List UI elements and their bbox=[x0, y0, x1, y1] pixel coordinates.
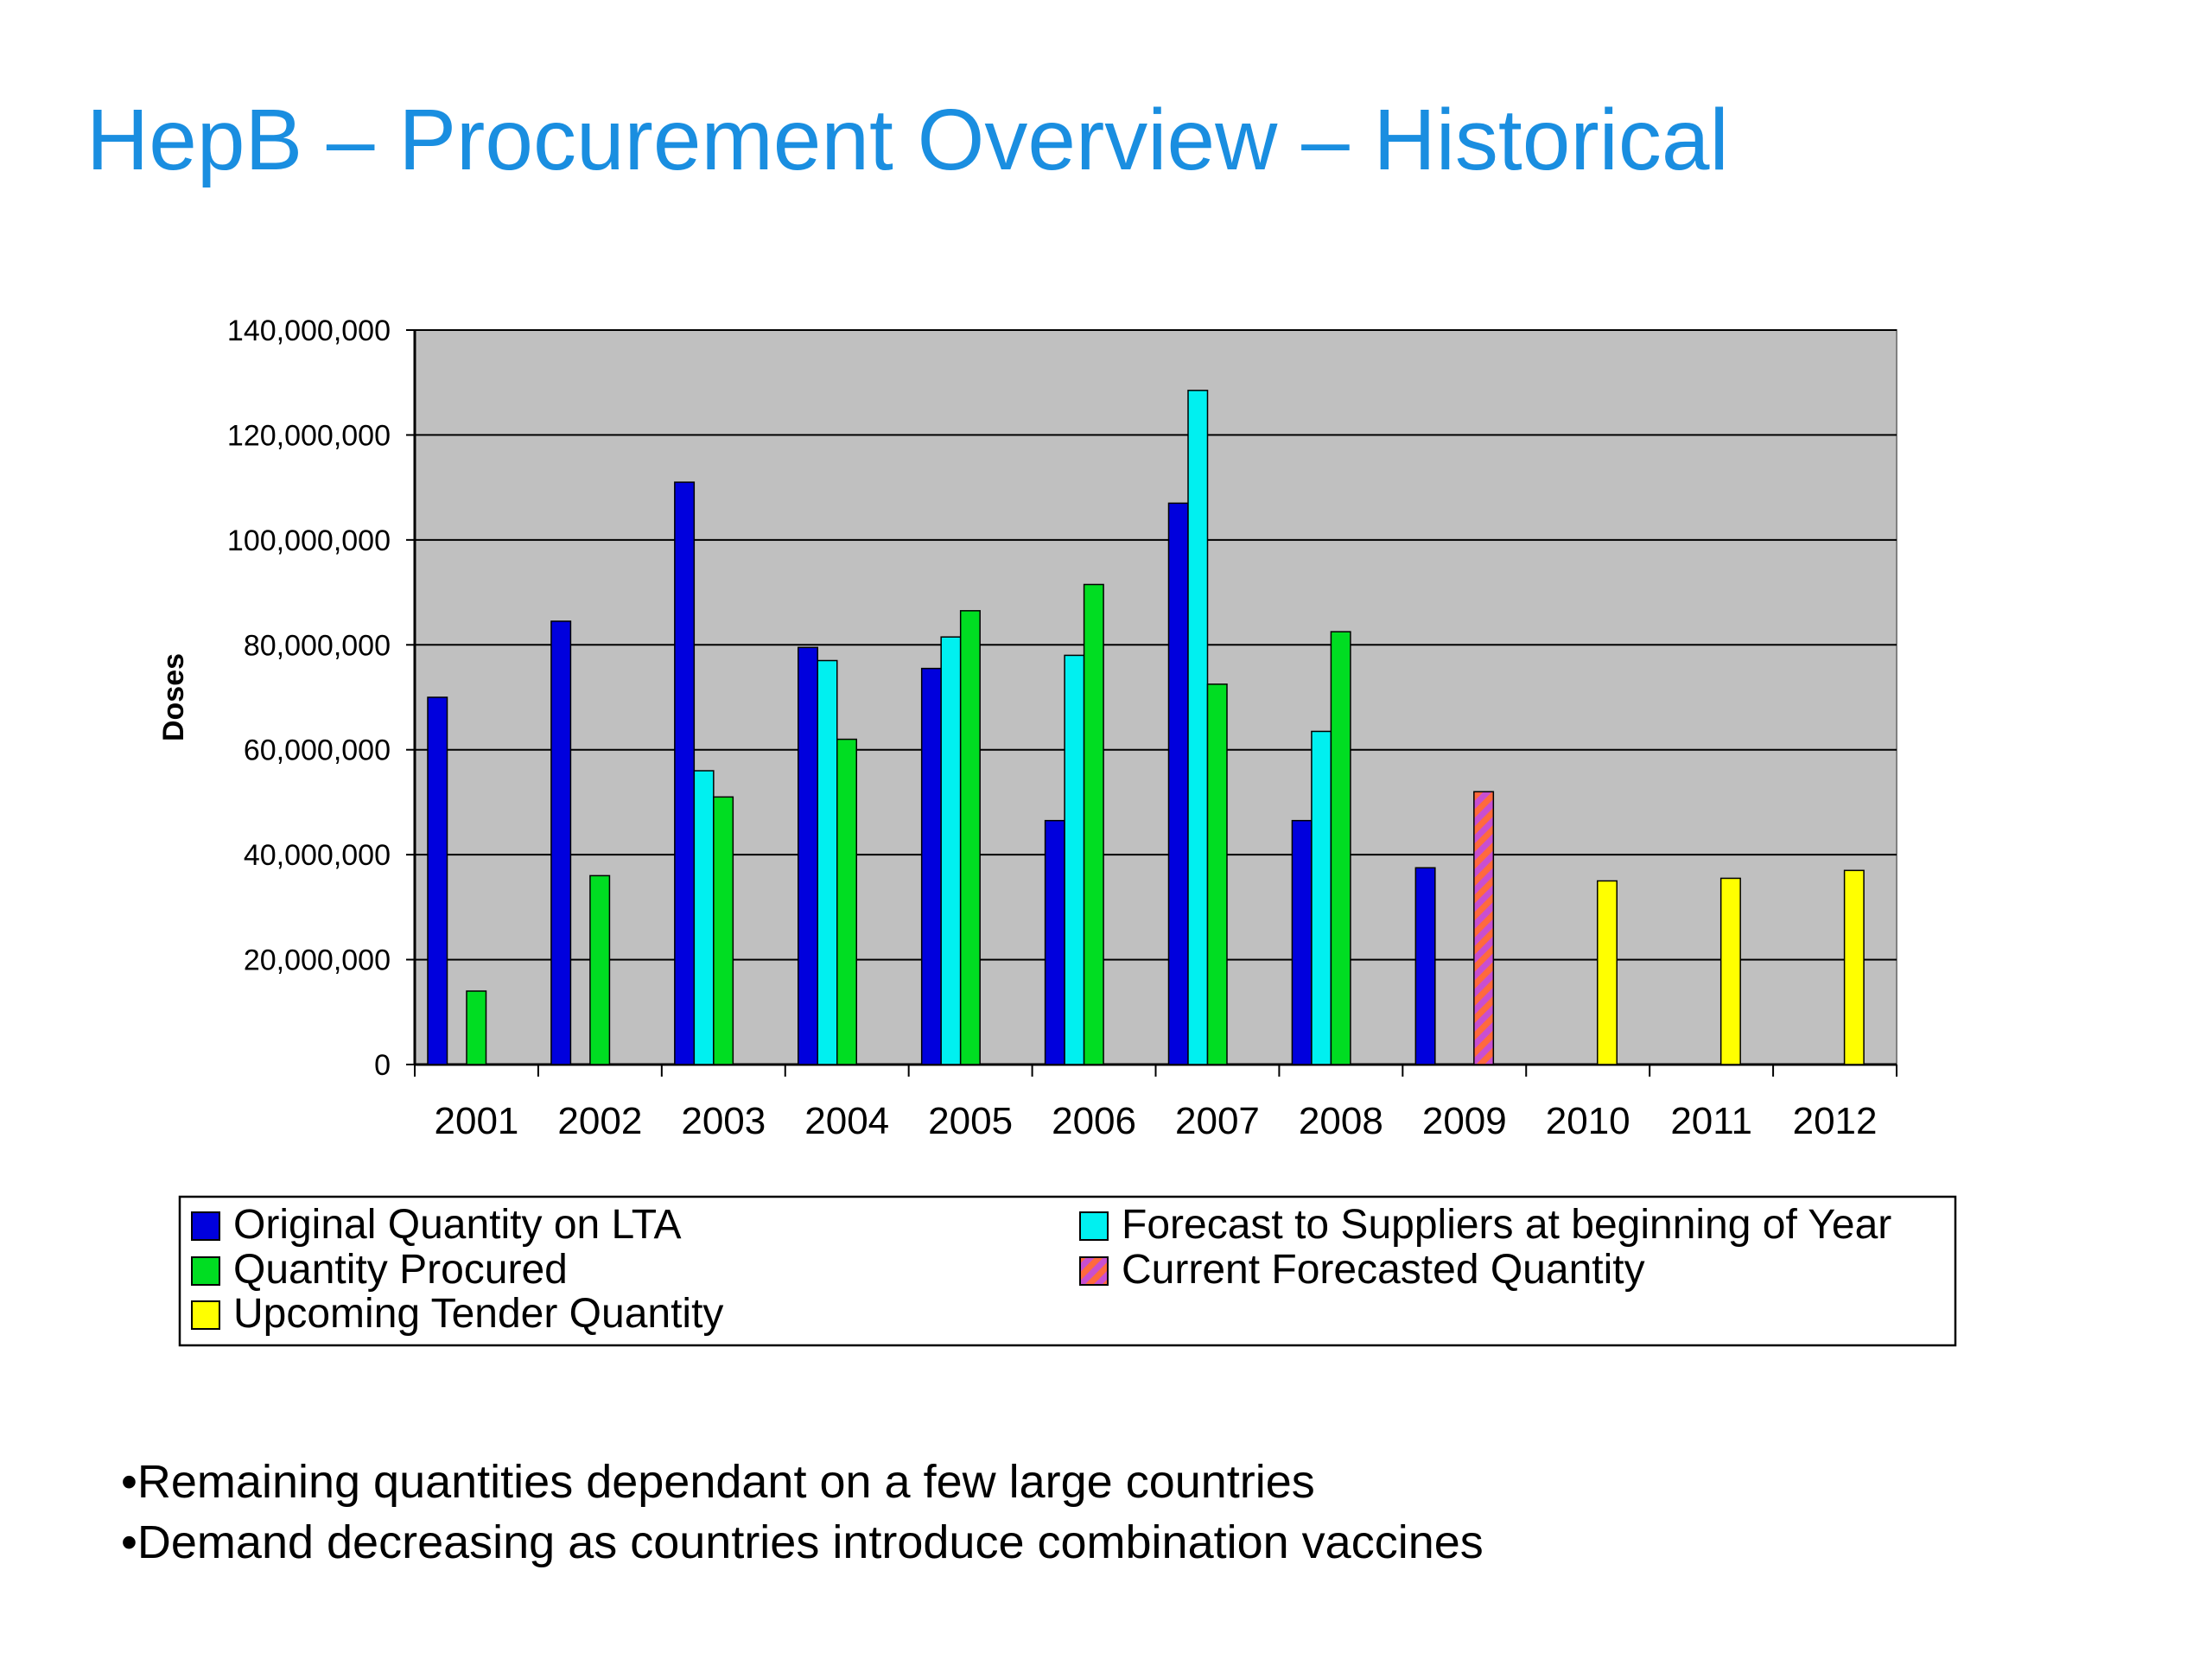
bar bbox=[550, 620, 572, 1065]
legend-box bbox=[178, 1195, 1957, 1347]
bar bbox=[713, 796, 734, 1065]
y-axis-label: Doses bbox=[157, 653, 190, 741]
bar bbox=[1064, 654, 1085, 1065]
bar bbox=[940, 636, 962, 1065]
y-tick-label: 140,000,000 bbox=[227, 315, 391, 347]
bar bbox=[1311, 730, 1332, 1065]
x-tick-label: 2004 bbox=[804, 1100, 889, 1142]
bullet-item: •Demand decreasing as countries introduc… bbox=[121, 1516, 1484, 1568]
legend-label: Quantity Procured bbox=[233, 1247, 568, 1293]
bar bbox=[1719, 877, 1741, 1065]
x-tick-label: 2006 bbox=[1052, 1100, 1136, 1142]
bar bbox=[920, 667, 942, 1065]
x-tick-label: 2010 bbox=[1546, 1100, 1630, 1142]
legend-label: Original Quantity on LTA bbox=[233, 1202, 681, 1248]
legend-swatch bbox=[191, 1300, 220, 1330]
bullet-list: •Remaining quantities dependant on a few… bbox=[121, 1452, 1484, 1573]
bar bbox=[466, 990, 487, 1065]
y-tick-label: 0 bbox=[374, 1049, 391, 1082]
x-tick-label: 2003 bbox=[681, 1100, 766, 1142]
bar bbox=[817, 659, 838, 1065]
bar bbox=[1473, 791, 1495, 1065]
bullet-item: •Remaining quantities dependant on a few… bbox=[121, 1456, 1315, 1508]
bar bbox=[589, 874, 611, 1065]
x-tick-label: 2001 bbox=[435, 1100, 519, 1142]
x-tick-label: 2002 bbox=[557, 1100, 642, 1142]
bar bbox=[1843, 869, 1865, 1065]
bar bbox=[1187, 390, 1209, 1065]
bar bbox=[674, 481, 696, 1065]
y-tick-label: 60,000,000 bbox=[244, 734, 391, 767]
legend-label: Forecast to Suppliers at beginning of Ye… bbox=[1122, 1202, 1891, 1248]
legend-label: Upcoming Tender Quantity bbox=[233, 1291, 723, 1337]
bar bbox=[427, 696, 448, 1065]
bar bbox=[1597, 880, 1618, 1065]
legend-swatch bbox=[1079, 1211, 1109, 1241]
y-tick-label: 40,000,000 bbox=[244, 839, 391, 872]
bar bbox=[1044, 819, 1065, 1065]
x-tick-label: 2011 bbox=[1670, 1100, 1752, 1142]
bar bbox=[1167, 502, 1189, 1065]
bar bbox=[798, 646, 818, 1065]
legend-label: Current Forecasted Quantity bbox=[1122, 1247, 1645, 1293]
legend-swatch bbox=[1079, 1256, 1109, 1286]
bar bbox=[836, 738, 857, 1065]
legend-swatch bbox=[191, 1256, 220, 1286]
legend-swatch bbox=[191, 1211, 220, 1241]
x-tick-label: 2005 bbox=[928, 1100, 1013, 1142]
bar bbox=[959, 610, 981, 1065]
y-tick-label: 80,000,000 bbox=[244, 629, 391, 662]
bar bbox=[1414, 867, 1436, 1065]
y-tick-label: 100,000,000 bbox=[227, 524, 391, 557]
bar bbox=[693, 770, 715, 1065]
x-tick-label: 2009 bbox=[1422, 1100, 1507, 1142]
y-tick-label: 20,000,000 bbox=[244, 944, 391, 977]
x-tick-label: 2007 bbox=[1175, 1100, 1260, 1142]
y-tick-label: 120,000,000 bbox=[227, 419, 391, 452]
slide-title: HepB – Procurement Overview – Historical bbox=[86, 92, 1729, 188]
bar bbox=[1206, 683, 1228, 1065]
bar bbox=[1330, 631, 1351, 1065]
x-tick-label: 2008 bbox=[1299, 1100, 1383, 1142]
bar bbox=[1291, 819, 1313, 1065]
bar bbox=[1083, 583, 1104, 1065]
plot-area bbox=[414, 329, 1897, 1065]
x-tick-label: 2012 bbox=[1793, 1100, 1878, 1142]
